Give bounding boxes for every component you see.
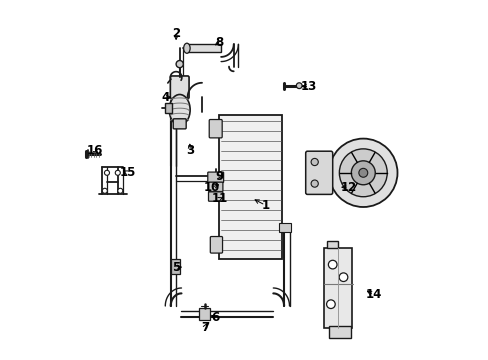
Text: 4: 4	[162, 91, 170, 104]
Bar	[326, 241, 337, 248]
Text: 5: 5	[172, 261, 180, 274]
FancyBboxPatch shape	[305, 151, 332, 194]
Text: 3: 3	[186, 144, 194, 157]
Bar	[165, 103, 171, 113]
Bar	[186, 44, 221, 52]
Ellipse shape	[183, 43, 190, 53]
Circle shape	[115, 170, 120, 175]
FancyBboxPatch shape	[207, 172, 223, 183]
Text: 1: 1	[261, 199, 269, 212]
Text: 12: 12	[340, 181, 356, 194]
Circle shape	[118, 188, 122, 193]
Circle shape	[104, 170, 109, 175]
FancyBboxPatch shape	[170, 76, 189, 99]
FancyBboxPatch shape	[210, 237, 222, 253]
Circle shape	[326, 300, 335, 309]
Bar	[170, 259, 179, 274]
Circle shape	[339, 273, 347, 282]
Bar	[323, 248, 352, 328]
Circle shape	[358, 168, 367, 177]
Circle shape	[350, 161, 374, 185]
Text: 16: 16	[87, 144, 103, 157]
Circle shape	[296, 83, 302, 89]
Text: 2: 2	[172, 27, 180, 40]
Bar	[199, 308, 210, 320]
Text: 15: 15	[119, 166, 135, 179]
Text: 10: 10	[203, 181, 219, 194]
Circle shape	[328, 260, 336, 269]
Text: 7: 7	[201, 321, 208, 334]
Text: 11: 11	[211, 192, 228, 205]
FancyBboxPatch shape	[209, 120, 222, 138]
Circle shape	[310, 158, 318, 166]
Circle shape	[310, 180, 318, 187]
FancyBboxPatch shape	[208, 192, 223, 201]
Text: 9: 9	[215, 170, 223, 183]
Ellipse shape	[169, 94, 190, 125]
FancyBboxPatch shape	[208, 182, 223, 192]
FancyBboxPatch shape	[173, 119, 186, 129]
Bar	[219, 115, 282, 259]
Text: 13: 13	[301, 80, 317, 93]
Circle shape	[339, 149, 386, 197]
Text: 8: 8	[215, 36, 223, 49]
Text: 6: 6	[210, 311, 219, 324]
Circle shape	[328, 139, 397, 207]
Circle shape	[102, 188, 107, 193]
Bar	[278, 223, 291, 232]
Bar	[328, 326, 350, 338]
Circle shape	[176, 60, 183, 68]
Text: 14: 14	[365, 288, 382, 301]
